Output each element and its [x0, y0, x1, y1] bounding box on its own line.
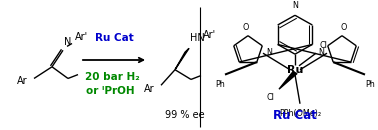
Text: Cl: Cl — [266, 93, 274, 102]
Text: Ar': Ar' — [203, 30, 216, 40]
Text: N: N — [266, 48, 272, 57]
Text: 20 bar H₂: 20 bar H₂ — [85, 72, 139, 82]
Text: Ph: Ph — [365, 80, 375, 89]
Text: Cl: Cl — [320, 41, 328, 50]
Polygon shape — [279, 72, 297, 89]
Text: Ar': Ar' — [75, 32, 88, 43]
Text: O: O — [341, 23, 347, 32]
Text: Ar: Ar — [144, 84, 155, 94]
Text: N: N — [318, 48, 324, 57]
Text: Ru Cat: Ru Cat — [94, 33, 133, 43]
Text: 99 % ee: 99 % ee — [165, 110, 205, 120]
Text: Ph: Ph — [215, 80, 225, 89]
Text: PPh(OMe)₂: PPh(OMe)₂ — [279, 109, 321, 118]
Text: N: N — [64, 37, 71, 47]
Text: Ru: Ru — [287, 65, 303, 75]
Text: Ar: Ar — [17, 76, 28, 86]
Text: or ᴵPrOH: or ᴵPrOH — [86, 86, 134, 96]
Text: Ru Cat: Ru Cat — [273, 109, 317, 122]
Text: O: O — [243, 23, 249, 32]
Polygon shape — [175, 48, 189, 70]
Text: N: N — [292, 1, 298, 10]
Text: HN: HN — [190, 33, 205, 43]
